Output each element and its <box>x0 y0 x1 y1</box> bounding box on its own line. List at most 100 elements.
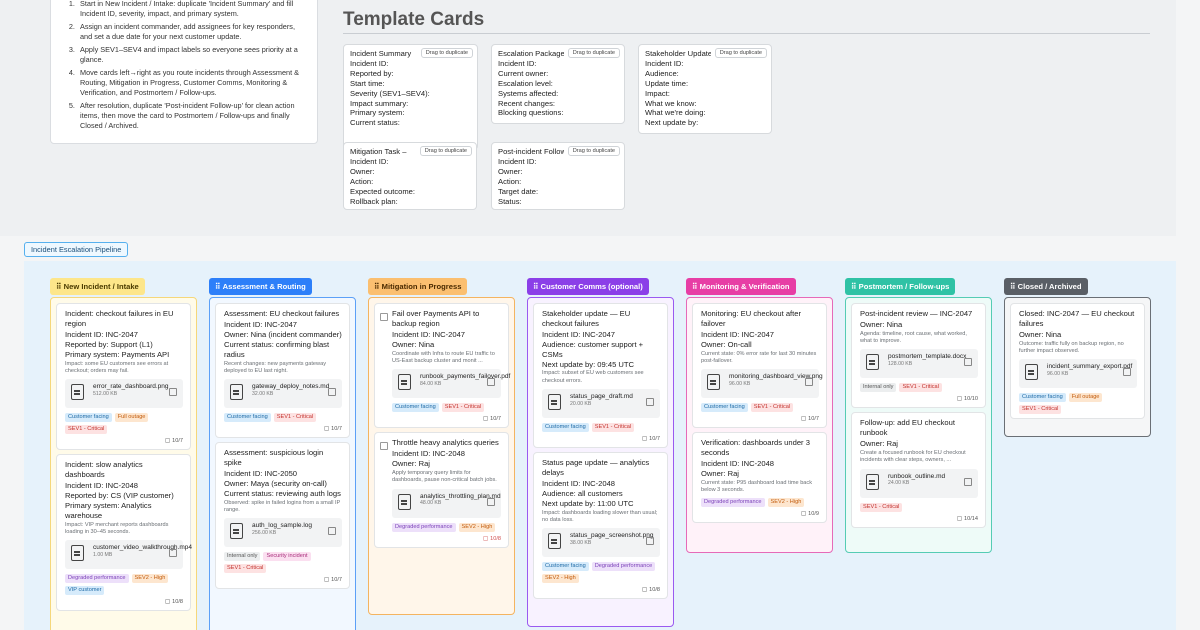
incident-card[interactable]: Stakeholder update — EU checkout failure… <box>533 303 668 449</box>
template-field: Systems affected: <box>498 88 559 98</box>
label-tag: SEV1 - Critical <box>860 502 903 512</box>
template-card[interactable]: Drag to duplicate Mitigation Task – Incide… <box>343 142 477 210</box>
due-date[interactable]: 10/8 <box>392 535 501 543</box>
due-date[interactable]: 10/7 <box>392 415 501 423</box>
drag-to-duplicate-button[interactable]: Drag to duplicate <box>567 146 620 156</box>
column-header[interactable]: ⠿ Assessment & Routing <box>209 278 312 295</box>
due-date[interactable]: 10/7 <box>65 437 183 445</box>
incident-card[interactable]: Monitoring: EU checkout after failover In… <box>692 303 827 429</box>
tag-list: Customer facing Full outage SEV1 - Critica… <box>65 413 183 435</box>
open-external-icon[interactable] <box>964 477 972 486</box>
due-date[interactable]: 10/8 <box>65 598 183 606</box>
column-header[interactable]: ⠿ New Incident / Intake <box>50 278 145 295</box>
open-external-icon[interactable] <box>328 527 336 536</box>
due-date[interactable]: 10/7 <box>224 425 342 433</box>
open-external-icon[interactable] <box>328 388 336 397</box>
incident-card[interactable]: Status page update — analytics delays Inc… <box>533 452 668 600</box>
open-external-icon[interactable] <box>805 378 813 387</box>
open-external-icon[interactable] <box>1123 368 1131 377</box>
attachment-name: runbook_payments_failover.pdf <box>420 373 511 381</box>
template-card[interactable]: Drag to duplicate Incident Summary Inciden… <box>343 44 478 150</box>
incident-card[interactable]: Assessment: EU checkout failures Incident… <box>215 303 350 439</box>
open-external-icon[interactable] <box>487 497 495 506</box>
label-tag: SEV1 - Critical <box>591 423 635 433</box>
template-field: Incident ID: <box>498 58 537 68</box>
due-date[interactable]: 10/7 <box>542 435 660 443</box>
incident-card[interactable]: Verification: dashboards under 3 seconds… <box>692 432 827 524</box>
due-date[interactable]: 10/7 <box>701 415 819 423</box>
card-description: Recent changes: new payments gateway dep… <box>224 360 326 374</box>
attachment[interactable]: runbook_payments_failover.pdf 84.00 KB <box>392 369 511 399</box>
card-line: Primary system: Analytics warehouse <box>65 500 152 520</box>
card-description: Apply temporary query limits for dashboa… <box>392 469 497 484</box>
template-card[interactable]: Drag to duplicate Stakeholder Update Incid… <box>638 44 772 134</box>
due-date[interactable]: 10/8 <box>542 586 660 594</box>
checkbox[interactable] <box>380 313 388 321</box>
column-title: Postmortem / Follow-ups <box>858 282 950 291</box>
label-tag: Security incident <box>263 552 311 562</box>
label-tag: Customer facing <box>701 403 748 413</box>
open-external-icon[interactable] <box>487 378 495 387</box>
due-date[interactable]: 10/10 <box>860 395 978 403</box>
incident-card[interactable]: Throttle heavy analytics queries Incident… <box>374 432 509 548</box>
template-field: Status: <box>498 196 522 206</box>
file-icon <box>398 493 411 510</box>
incident-card[interactable]: Assessment: suspicious login spike Incide… <box>215 442 350 590</box>
attachment-name: monitoring_dashboard_view.png <box>729 373 823 381</box>
pipeline-label[interactable]: Incident Escalation Pipeline <box>24 242 129 257</box>
attachment[interactable]: status_page_draft.md 20.00 KB <box>542 389 660 419</box>
open-external-icon[interactable] <box>646 398 654 407</box>
attachment-name: status_page_draft.md <box>570 393 633 401</box>
template-card[interactable]: Drag to duplicate Escalation Package Incid… <box>491 44 625 124</box>
file-icon <box>1025 364 1038 381</box>
drag-to-duplicate-button[interactable]: Drag to duplicate <box>420 48 473 58</box>
card-line: Owner: Nina (incident commander) <box>224 329 342 339</box>
template-field: Expected outcome: <box>350 186 416 196</box>
column-header[interactable]: ⠿ Monitoring & Verification <box>686 278 796 295</box>
column-header[interactable]: ⠿ Mitigation in Progress <box>368 278 468 295</box>
card-line: Throttle heavy analytics queries <box>392 438 499 448</box>
incident-card[interactable]: Post-incident review — INC-2047 Owner: Ni… <box>851 303 986 409</box>
card-line: Follow-up: add EU checkout runbook <box>860 418 955 438</box>
attachment[interactable]: postmortem_template.docx 128.00 KB <box>860 349 978 379</box>
attachment[interactable]: gateway_deploy_notes.md 32.00 KB <box>224 379 342 409</box>
column-header[interactable]: ⠿ Closed / Archived <box>1004 278 1088 295</box>
card-line: Owner: Nina <box>1019 329 1062 339</box>
attachment-size: 24.00 KB <box>888 480 910 487</box>
checkbox[interactable] <box>380 442 388 451</box>
drag-to-duplicate-button[interactable]: Drag to duplicate <box>419 146 472 156</box>
template-field: Owner: <box>350 166 375 176</box>
instruction-item: Start in New Incident / Intake: duplicat… <box>77 0 307 19</box>
open-external-icon[interactable] <box>169 549 177 558</box>
due-date[interactable]: 10/14 <box>860 515 978 523</box>
attachment[interactable]: incident_summary_export.pdf 96.00 KB <box>1019 359 1137 389</box>
instruction-item: Assign an incident commander, add assign… <box>77 22 307 42</box>
open-external-icon[interactable] <box>964 358 972 367</box>
incident-card[interactable]: Follow-up: add EU checkout runbook Owner:… <box>851 412 986 528</box>
due-date[interactable]: 10/7 <box>224 576 342 584</box>
attachment[interactable]: analytics_throttling_plan.md 48.00 KB <box>392 488 501 518</box>
file-icon <box>230 523 243 540</box>
open-external-icon[interactable] <box>646 537 654 546</box>
attachment[interactable]: runbook_outline.md 24.00 KB <box>860 468 978 498</box>
incident-card[interactable]: Fail over Payments API to backup region I… <box>374 303 511 429</box>
card-description: Observed: spike in failed logins from a … <box>224 499 341 513</box>
template-field: Current owner: <box>498 68 549 78</box>
column-header[interactable]: ⠿ Customer Comms (optional) <box>527 278 649 295</box>
incident-card[interactable]: Closed: INC-2047 — EU checkout failures O… <box>1010 303 1145 420</box>
attachment[interactable]: auth_log_sample.log 256.00 KB <box>224 518 342 548</box>
attachment[interactable]: customer_video_walkthrough.mp4 1.00 MB <box>65 540 192 570</box>
attachment-name: postmortem_template.docx <box>888 353 967 361</box>
attachment[interactable]: error_rate_dashboard.png 512.00 KB <box>65 379 183 409</box>
column-header[interactable]: ⠿ Postmortem / Follow-ups <box>845 278 956 295</box>
due-date[interactable]: 10/9 <box>701 510 819 518</box>
drag-to-duplicate-button[interactable]: Drag to duplicate <box>714 48 767 58</box>
attachment[interactable]: monitoring_dashboard_view.png 96.00 KB <box>701 369 823 399</box>
incident-card[interactable]: Incident: checkout failures in EU region… <box>56 303 191 451</box>
drag-to-duplicate-button[interactable]: Drag to duplicate <box>567 48 620 58</box>
kanban-column: Incident: checkout failures in EU region… <box>50 297 197 630</box>
attachment[interactable]: status_page_screenshot.png 38.00 KB <box>542 528 660 558</box>
open-external-icon[interactable] <box>169 388 177 397</box>
incident-card[interactable]: Incident: slow analytics dashboards Incid… <box>56 454 192 612</box>
